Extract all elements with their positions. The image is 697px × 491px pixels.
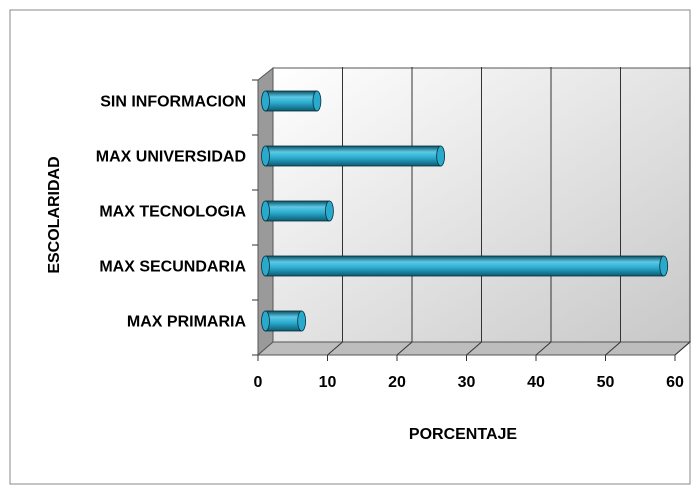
y-tick-label: MAX SECUNDARIA xyxy=(99,259,246,276)
bar-body xyxy=(265,145,442,167)
bar-cap xyxy=(297,310,307,332)
bar-cap xyxy=(325,200,334,222)
y-tick-label: MAX TECNOLOGIA xyxy=(99,204,246,221)
x-tick-label: 40 xyxy=(527,374,545,391)
floor-grid-line xyxy=(396,341,413,356)
bar xyxy=(261,310,307,332)
y-tick-label: SIN INFORMACION xyxy=(100,94,246,111)
bar xyxy=(261,145,446,167)
bar-cap xyxy=(436,145,446,167)
floor-grid-line xyxy=(605,341,621,356)
x-tick-label: 30 xyxy=(458,374,476,391)
bar-body xyxy=(265,200,330,222)
y-axis-title: ESCOLARIDAD xyxy=(46,156,63,273)
floor-grid-line xyxy=(674,341,691,356)
bar-cap xyxy=(312,90,322,112)
bar-cap xyxy=(659,255,669,277)
bar-base xyxy=(261,255,270,277)
floor-grid-line xyxy=(535,341,552,356)
bar-body xyxy=(265,310,303,332)
bar-body xyxy=(265,90,318,112)
bar-body xyxy=(265,255,665,277)
bar-base xyxy=(261,200,270,222)
x-tick-label: 10 xyxy=(319,374,337,391)
floor-grid-line xyxy=(466,341,482,356)
x-tick-label: 20 xyxy=(388,374,406,391)
bar-base xyxy=(261,145,270,167)
bar xyxy=(261,90,322,112)
y-tick-label: MAX UNIVERSIDAD xyxy=(96,149,246,166)
x-tick-label: 50 xyxy=(597,374,615,391)
x-tick-label: 0 xyxy=(254,374,263,391)
bar-base xyxy=(261,90,270,112)
bar xyxy=(261,200,334,222)
x-axis-title: PORCENTAJE xyxy=(409,426,517,443)
floor-grid-line xyxy=(327,341,343,356)
x-tick-label: 60 xyxy=(666,374,684,391)
bar-base xyxy=(261,310,270,332)
bar xyxy=(261,255,669,277)
y-tick-label: MAX PRIMARIA xyxy=(127,314,247,331)
